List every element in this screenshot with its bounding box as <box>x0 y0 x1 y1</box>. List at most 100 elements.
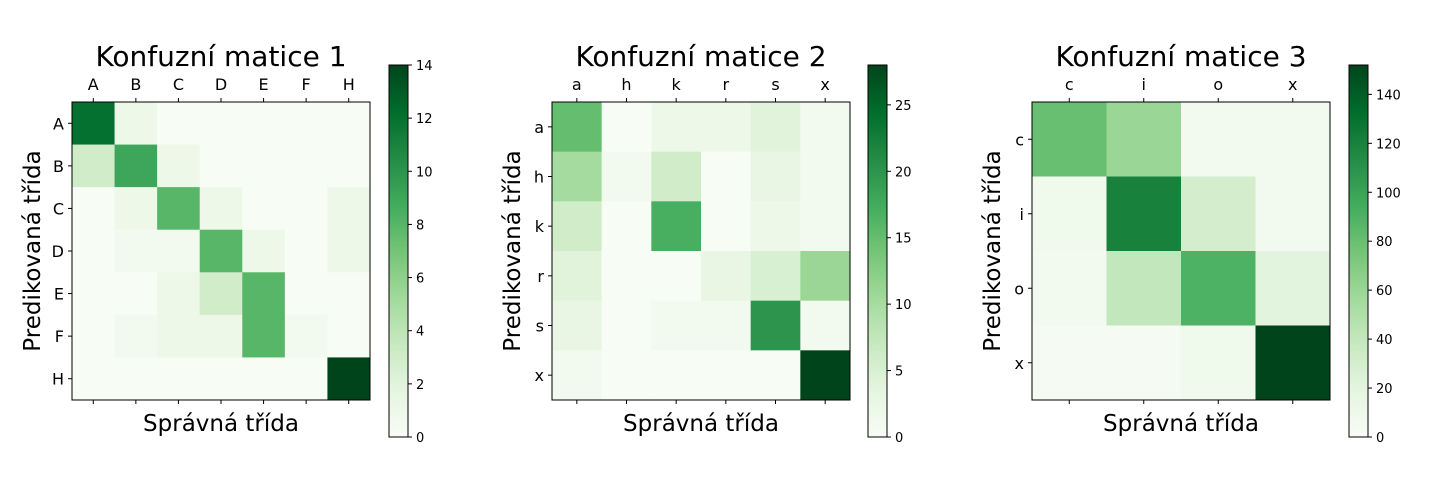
y-tick-label: s <box>536 317 544 336</box>
colorbar-tick-label: 140 <box>1376 88 1401 103</box>
heatmap-cell <box>1106 176 1182 252</box>
heatmap-cell <box>750 151 801 202</box>
heatmap-cell <box>1181 102 1256 177</box>
heatmap-cell <box>1181 325 1256 401</box>
axes-frame <box>1031 101 1331 401</box>
heatmap-cell <box>1106 102 1182 177</box>
heatmap-cell <box>284 314 328 358</box>
heatmap-cell <box>552 350 602 401</box>
x-tick-label: a <box>572 75 582 94</box>
heatmap-cell <box>284 102 328 145</box>
colorbar-tick-label: 80 <box>1376 235 1393 250</box>
heatmap-cell <box>800 151 851 202</box>
heatmap-cell <box>651 350 702 401</box>
y-tick-label: h <box>534 168 544 187</box>
heatmap-cell <box>284 272 328 316</box>
colorbar-tick-label: 0 <box>416 431 424 446</box>
heatmap-cell <box>114 187 158 231</box>
colorbar-tick-label: 8 <box>416 218 424 233</box>
y-tick-label: E <box>54 285 64 304</box>
heatmap-cell <box>157 102 201 145</box>
x-tick-label: c <box>1065 75 1074 94</box>
heatmap-cell <box>284 229 328 273</box>
heatmap-cell <box>1255 251 1331 326</box>
heatmap-cell <box>651 102 702 152</box>
colorbar-tick-label: 120 <box>1376 137 1401 152</box>
heatmap-cell <box>601 151 652 202</box>
heatmap-cell <box>327 187 371 231</box>
heatmap-cell <box>242 102 286 145</box>
heatmap-cell <box>327 102 371 145</box>
x-tick-label: h <box>621 75 631 94</box>
x-tick-label: C <box>173 75 184 94</box>
heatmap-cell <box>199 187 243 231</box>
heatmap-cell <box>327 357 371 401</box>
heatmap-cell <box>157 187 201 231</box>
x-tick-label: k <box>672 75 682 94</box>
heatmap-cell <box>72 187 115 231</box>
heatmap-cell <box>800 251 851 301</box>
heatmap-cell <box>552 251 602 301</box>
heatmap-cell <box>157 357 201 401</box>
heatmap-cell <box>651 300 702 351</box>
heatmap-cell <box>601 251 652 301</box>
x-tick-label: E <box>259 75 269 94</box>
heatmap-cell <box>701 350 751 401</box>
colorbar-tick-label: 15 <box>895 232 912 247</box>
x-tick-label: x <box>1288 75 1297 94</box>
heatmap-cell <box>327 314 371 358</box>
heatmap-cell <box>800 201 851 252</box>
y-tick-label: A <box>53 114 64 133</box>
confusion-matrix-1: Konfuzní matice 1 A B C D E F H A B C D E F H Správná t… <box>20 40 433 446</box>
colorbar <box>388 64 409 438</box>
heatmap-cell <box>552 102 602 152</box>
heatmap-cell <box>199 314 243 358</box>
heatmap-cell <box>750 350 801 401</box>
heatmap-cell <box>701 102 751 152</box>
x-tick-label: D <box>215 75 227 94</box>
x-tick-label: x <box>820 75 829 94</box>
x-axis-label: Správná třída <box>623 411 779 437</box>
heatmap-cell <box>242 314 286 358</box>
heatmap-cell <box>750 102 801 152</box>
heatmap-cell <box>157 144 201 188</box>
heatmap-cell <box>1106 325 1182 401</box>
colorbar-tick-label: 10 <box>895 298 912 313</box>
heatmap-cell <box>114 144 158 188</box>
heatmap-cell <box>750 201 801 252</box>
chart-title: Konfuzní matice 1 <box>95 40 346 73</box>
heatmap-cell <box>114 229 158 273</box>
heatmap-cell <box>284 357 328 401</box>
heatmap-cell <box>701 251 751 301</box>
x-tick-label: A <box>88 75 99 94</box>
y-tick-label: B <box>53 157 64 176</box>
y-axis-label: Predikovaná třída <box>500 150 526 351</box>
heatmap-cell <box>242 272 286 316</box>
colorbar-tick-label: 12 <box>416 112 433 127</box>
heatmap-cell <box>199 229 243 273</box>
colorbar <box>1348 64 1369 438</box>
heatmap-cell <box>750 300 801 351</box>
x-tick-label: i <box>1142 75 1146 94</box>
heatmap-cell <box>242 144 286 188</box>
x-tick-label: F <box>302 75 311 94</box>
heatmap-cell <box>651 251 702 301</box>
heatmap-cell <box>327 229 371 273</box>
chart-title: Konfuzní matice 3 <box>1055 40 1306 73</box>
heatmap-cell <box>1255 176 1331 252</box>
x-tick-label: o <box>1213 75 1223 94</box>
chart-title: Konfuzní matice 2 <box>575 40 826 73</box>
y-axis-label: Predikovaná třída <box>980 150 1006 351</box>
colorbar-tick-label: 25 <box>895 99 912 114</box>
heatmap-cell <box>114 357 158 401</box>
x-tick-label: s <box>771 75 779 94</box>
confusion-matrix-3: Konfuzní matice 3 c i o x c i o x Správná třída Pr… <box>980 40 1401 446</box>
heatmap-cell <box>1032 251 1107 326</box>
colorbar-tick-label: 2 <box>416 378 424 393</box>
heatmap-cell <box>114 102 158 145</box>
heatmap-cell <box>552 300 602 351</box>
y-tick-label: c <box>1015 130 1024 149</box>
y-tick-label: i <box>1020 205 1024 224</box>
heatmap-cell <box>72 229 115 273</box>
